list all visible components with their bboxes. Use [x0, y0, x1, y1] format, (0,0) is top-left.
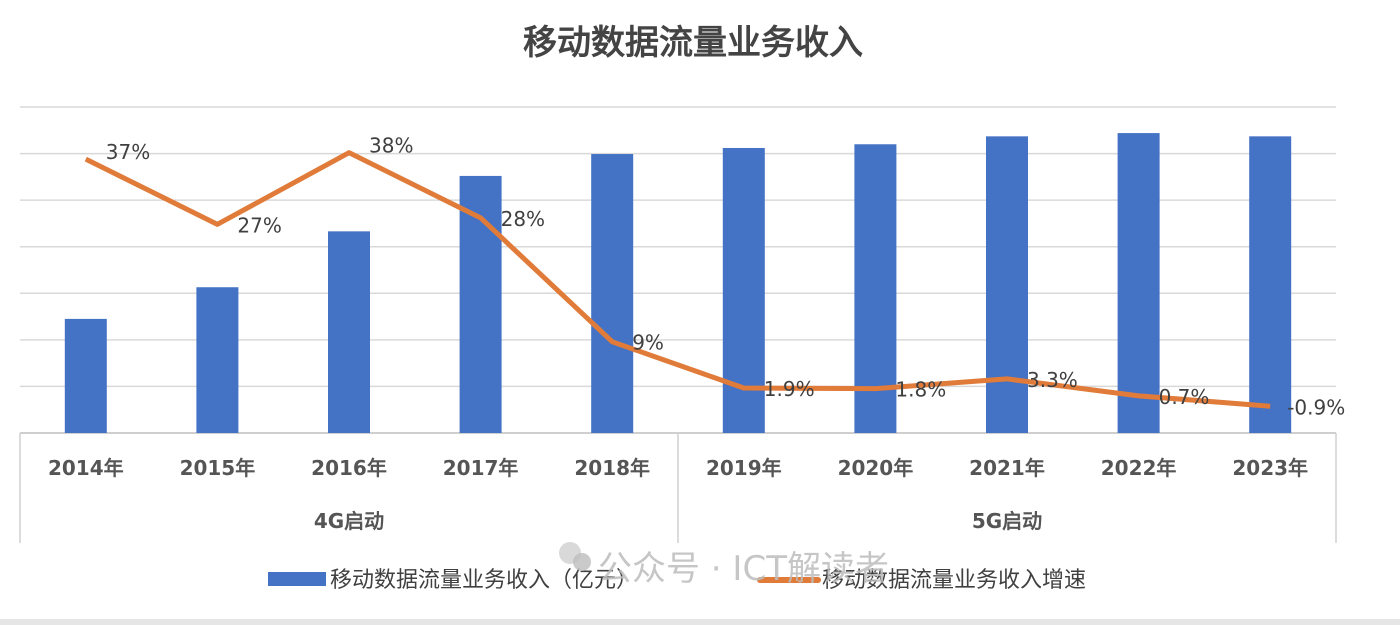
x-tick-label: 2021年 [969, 456, 1045, 480]
x-tick-label: 2023年 [1232, 456, 1308, 480]
bar-2021年 [986, 136, 1028, 433]
x-axis: 2014年 2015年 2016年 2017年 2018年 2019年 2020年 2021年… [19, 433, 1337, 543]
growth-label: 27% [237, 213, 281, 237]
growth-label: 38% [369, 134, 413, 158]
bar-2014年 [64, 318, 107, 433]
bar-2017年 [459, 175, 502, 433]
bar-2022年 [1117, 133, 1160, 433]
growth-label: -0.9% [1287, 395, 1345, 419]
growth-label: 9% [632, 331, 664, 355]
legend: 移动数据流量业务收入（亿元） 移动数据流量业务收入增速 [268, 568, 1086, 593]
growth-label: 1.9% [764, 377, 815, 401]
bar-2015年 [196, 287, 239, 433]
x-tick-label: 2019年 [706, 456, 782, 480]
wechat-icon [573, 553, 591, 571]
x-tick-label: 2018年 [574, 456, 650, 480]
chart-title: 移动数据流量业务收入 [523, 23, 863, 63]
x-tick-label: 2020年 [838, 456, 914, 480]
growth-line [84, 150, 1271, 409]
legend-label-line: 移动数据流量业务收入增速 [822, 568, 1086, 593]
bottom-band [0, 619, 1400, 625]
x-tick-label: 2016年 [311, 456, 387, 480]
growth-label: 28% [501, 207, 545, 231]
x-tick-label: 2015年 [180, 456, 256, 480]
x-tick-label: 2014年 [48, 456, 124, 480]
x-tick-label: 2022年 [1101, 456, 1177, 480]
watermark-text: 公众号 · ICT解读者 [598, 549, 889, 589]
bar-2016年 [328, 231, 370, 433]
growth-label: 37% [106, 140, 150, 164]
bar-2018年 [591, 154, 634, 433]
x-tick-label: 2017年 [443, 456, 519, 480]
growth-label: 3.3% [1027, 368, 1078, 392]
growth-label: 0.7% [1159, 385, 1210, 409]
group-label: 4G启动 [314, 509, 384, 533]
bar-2020年 [854, 144, 897, 433]
gridlines [20, 106, 1336, 434]
growth-label: 1.8% [895, 378, 946, 402]
legend-label-bar: 移动数据流量业务收入（亿元） [330, 568, 638, 593]
watermark: 公众号 · ICT解读者 [559, 542, 889, 589]
group-label: 5G启动 [972, 509, 1042, 533]
bar-2023年 [1249, 136, 1292, 433]
legend-swatch-bar [268, 572, 326, 586]
line-series: 37% 27% 38% 28% 9% 1.9% 1.8% 3.3% 0.7% -0.9% [84, 134, 1345, 419]
bar-series [64, 133, 1292, 434]
